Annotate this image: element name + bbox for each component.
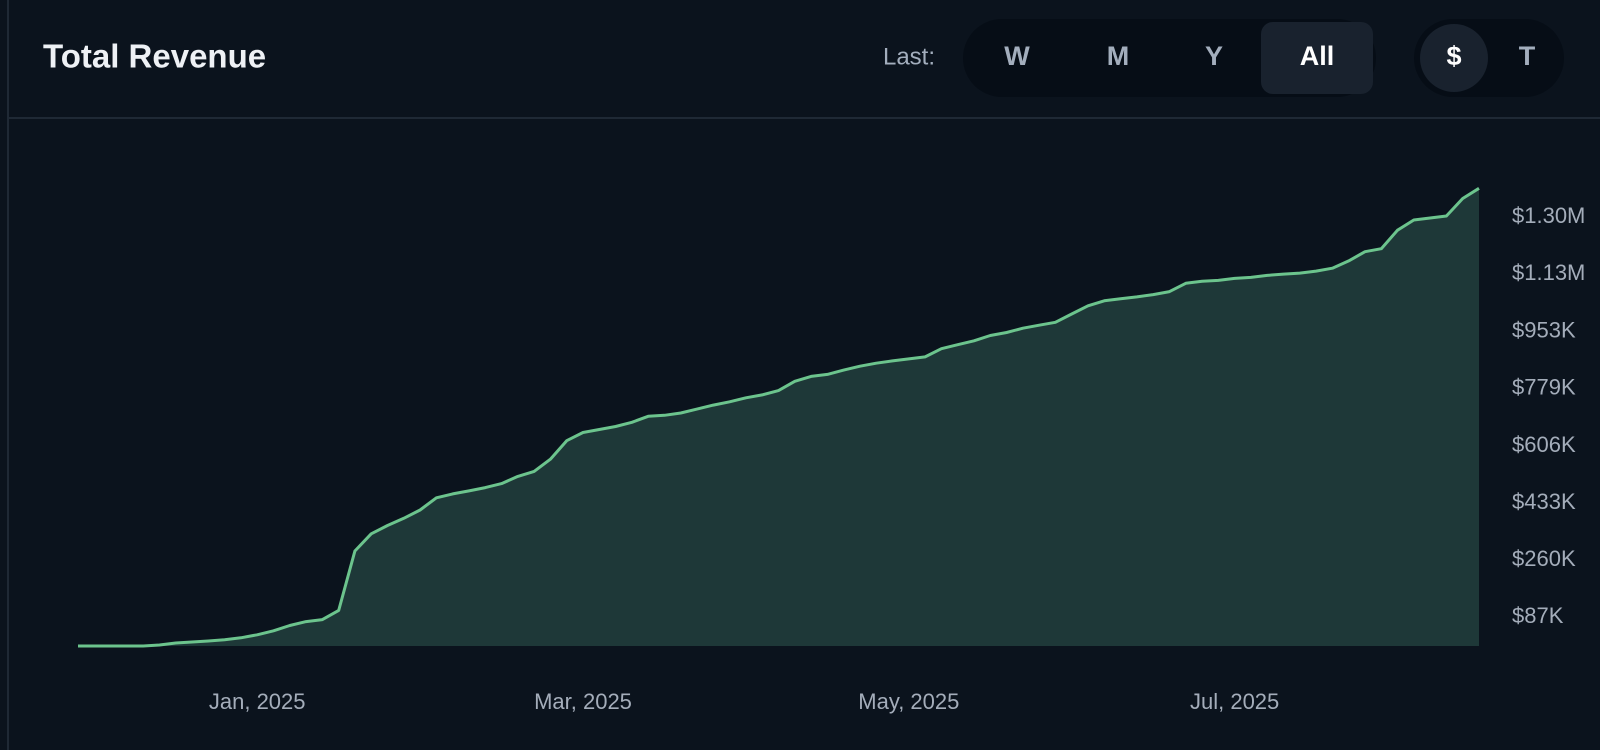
widget-title: Total Revenue [43,38,266,75]
area-line [78,187,1480,648]
range-button-label[interactable]: W [1004,41,1030,71]
y-tick-label: $1.30M [1512,203,1585,228]
currency-active-bg [1420,24,1488,92]
y-tick-label: $260K [1512,546,1576,571]
range-button[interactable]: Y [1205,41,1223,71]
currency-button-label[interactable]: $ [1446,41,1461,71]
range-button-label[interactable]: All [1300,41,1335,71]
range-button[interactable]: M [1107,41,1130,71]
currency-button[interactable]: $ [1446,41,1461,71]
range-button[interactable]: W [1004,41,1030,71]
x-tick-label: Jan, 2025 [209,689,306,714]
range-button[interactable]: All [1300,41,1335,71]
currency-button-label[interactable]: T [1519,41,1536,71]
y-tick-label: $87K [1512,603,1564,628]
x-tick-label: May, 2025 [858,689,959,714]
range-button-label[interactable]: M [1107,41,1130,71]
y-tick-label: $606K [1512,432,1576,457]
x-tick-label: Mar, 2025 [534,689,632,714]
y-tick-label: $1.13M [1512,260,1585,285]
range-active-bg [1261,22,1373,94]
area-fill [78,188,1479,647]
y-tick-label: $953K [1512,317,1576,342]
x-tick-label: Jul, 2025 [1190,689,1279,714]
currency-button[interactable]: T [1519,41,1536,71]
y-tick-label: $779K [1512,375,1576,400]
range-button-label[interactable]: Y [1205,41,1223,71]
last-label: Last: [883,43,935,70]
plot: $87K $260K $433K $606K $779K $953K $1.13M $1.30… [78,187,1585,714]
y-tick-label: $433K [1512,489,1576,514]
